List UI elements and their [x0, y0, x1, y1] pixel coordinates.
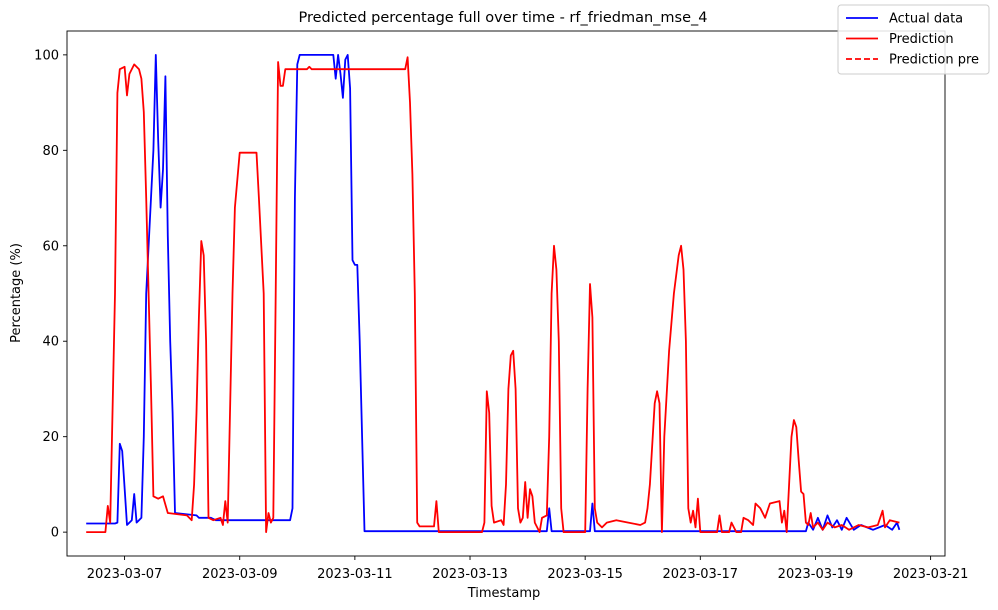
- x-tick-label: 2023-03-09: [202, 567, 278, 582]
- legend-label-2: Prediction: [889, 32, 954, 47]
- x-axis-label: Timestamp: [467, 586, 541, 601]
- x-tick-label: 2023-03-21: [893, 567, 969, 582]
- legend-label-1: Actual data: [889, 12, 963, 27]
- y-axis-label: Percentage (%): [9, 243, 24, 343]
- series-line-2: [86, 56, 900, 533]
- x-tick-label: 2023-03-13: [432, 567, 508, 582]
- plot-frame: [66, 30, 946, 557]
- legend-frame: [837, 4, 990, 75]
- x-axis: 2023-03-07 2023-03-09 2023-03-11 2023-03-13…: [87, 556, 969, 582]
- series-line-1: [86, 54, 901, 533]
- x-tick-label: 2023-03-19: [778, 567, 854, 582]
- legend: Actual data Prediction Prediction pre: [837, 4, 990, 75]
- chart-title: Predicted percentage full over time - rf…: [298, 10, 707, 26]
- y-axis: 0 20 40 60 80 100: [34, 48, 67, 541]
- x-tick-label: 2023-03-15: [547, 567, 623, 582]
- y-tick-label: 60: [42, 239, 59, 254]
- series-layer: [86, 54, 901, 533]
- y-tick-label: 80: [42, 144, 59, 159]
- x-tick-label: 2023-03-17: [663, 567, 739, 582]
- y-tick-label: 100: [34, 48, 59, 63]
- x-tick-label: 2023-03-07: [87, 567, 163, 582]
- legend-label-3: Prediction pre: [889, 53, 979, 68]
- x-tick-label: 2023-03-11: [317, 567, 393, 582]
- y-tick-label: 40: [42, 335, 59, 350]
- y-tick-label: 0: [51, 526, 59, 541]
- y-tick-label: 20: [42, 430, 59, 445]
